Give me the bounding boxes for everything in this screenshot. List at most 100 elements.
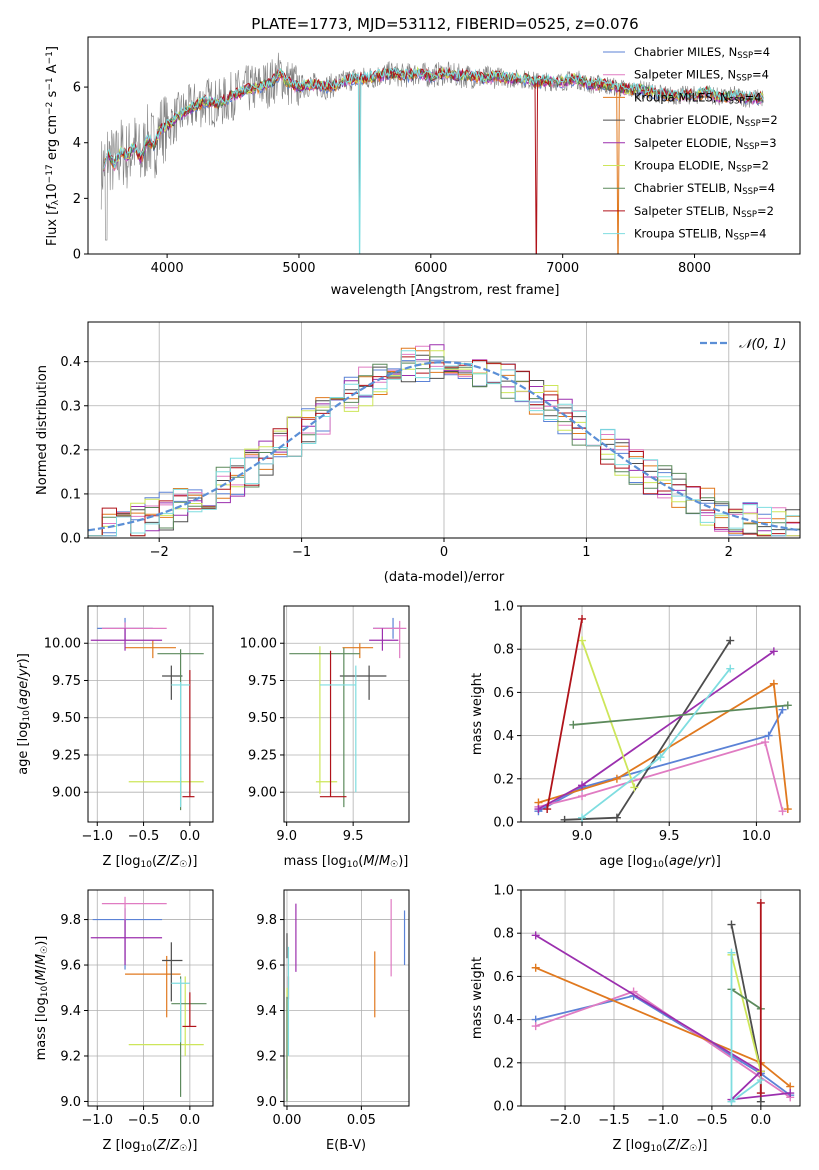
y-tick-label: 6 [73,81,81,96]
weight-series [731,988,762,1010]
mass-ebv-axes: 0.00 0.05 9.0 9.2 9.4 9.6 9.8 E(B-V) [256,889,410,1153]
y-tick-label: 0.1 [60,487,81,502]
error-bars [286,899,406,1102]
y-tick-label: 9.0 [60,1095,81,1110]
x-tick-label: 9.5 [659,829,680,844]
axes-border [283,605,410,823]
label-part: ( [152,1138,157,1153]
weight-series [581,668,731,819]
weight-marker [727,948,736,957]
label-part: M [34,969,49,980]
y-axis-label: age [log10(age/yr)] [16,653,32,775]
x-tick-label: −2.0 [549,1113,581,1128]
y-tick-label: 0.2 [493,772,514,787]
x-tick-label: −0.5 [128,1113,160,1128]
weight-marker [764,731,773,740]
label-part: )] [398,854,408,869]
axes-frame: −2.0 −1.5 −1.0 −0.5 0.0 0.0 0.2 0.4 0.6 0.8 1.0 [493,884,801,1128]
label-part: Flux [ [45,210,60,246]
weight-age-axes: 9.0 9.5 10.0 0.0 0.2 0.4 0.6 0.8 1.0 age [log10(a… [470,600,801,870]
residual-histogram [88,350,800,537]
weight-series [538,682,789,810]
label-part: Z [156,1138,167,1153]
normal-curve [88,360,800,532]
axes-frame: −1.0 −0.5 0.0 9.00 9.25 9.50 9.75 10.00 [44,605,214,844]
x-tick-label: 6000 [414,261,447,276]
label-part: ( [34,981,49,986]
legend-sub: SSP [745,119,761,129]
label-part: / [676,1138,681,1153]
weight-series [581,640,636,788]
x-tick-label: 2 [725,545,733,560]
legend-text: Kroupa STELIB, N [634,227,734,241]
x-tick-label: 0.00 [272,1113,301,1128]
legend-text: Chabrier ELODIE, N [634,113,745,127]
legend-entry: Chabrier MILES, NSSP=4 [634,45,770,61]
label-part: age [log [16,722,31,775]
weight-series [537,709,784,812]
y-tick-label: 9.4 [256,1004,277,1019]
weight-marker [560,815,569,822]
legend-sub: SSP [742,187,758,197]
label-part: age [16,681,31,705]
label-part: −1 [45,51,55,64]
axes-frame: 9.0 9.5 10.0 0.0 0.2 0.4 0.6 0.8 1.0 [493,600,801,844]
weight-series [537,650,775,810]
model-spectrum [103,67,764,254]
x-axis-label: wavelength [Angstrom, rest frame] [331,283,560,298]
legend-entry: Kroupa MILES, NSSP=4 [634,90,761,106]
y-tick-label: 9.00 [52,786,81,801]
legend-text: Kroupa ELODIE, N [634,159,736,173]
legend-text: Chabrier MILES, N [634,45,737,59]
label-part: age [log [599,854,652,869]
y-tick-label: 9.25 [248,748,277,763]
x-axis-label: Z [log10(Z/Z☉)] [103,854,198,870]
legend-entry: Salpeter ELODIE, NSSP=3 [634,136,777,152]
label-part: M [379,854,390,869]
x-tick-label: 9.5 [343,829,364,844]
legend-text: Salpeter STELIB, N [634,204,741,218]
weight-marker [531,963,540,972]
y-tick-label: 0.8 [493,927,514,942]
legend-text: Kroupa MILES, N [634,90,729,104]
x-tick-label: 9.0 [572,829,593,844]
label-part: ] [45,46,60,51]
label-part: / [16,676,31,681]
y-tick-label: 9.6 [60,959,81,974]
label-part: )] [697,1138,707,1153]
x-tick-label: −1.0 [81,829,113,844]
x-axis-label: Z [log10(Z/Z☉)] [613,1138,708,1154]
label-part: )] [187,854,197,869]
weight-marker [531,931,540,940]
y-tick-label: 0.4 [60,355,81,370]
y-tick-label: 0.8 [493,643,514,658]
weight-marker [783,701,792,710]
weight-marker [543,805,552,814]
weight-marker [727,920,736,929]
label-part: 10 [45,183,60,200]
axes-frame: 9.0 9.5 9.00 9.25 9.50 9.75 10.00 [240,605,410,844]
y-tick-label: 2 [73,192,81,207]
label-part: mass [log [34,997,49,1060]
label-part: Z [156,854,167,869]
weight-marker [534,805,543,814]
legend-sub: SSP [736,74,752,84]
weight-marker [578,792,587,801]
label-part: / [375,854,380,869]
charts-container: 4000 5000 6000 7000 8000 0 2 4 6 wavelength [Angs… [16,36,801,1154]
legend-tail: =4 [758,181,775,195]
label-part: ☉ [390,860,398,870]
legend-tail: =4 [744,90,761,104]
axes-border [87,889,214,1107]
label-part: ( [358,854,363,869]
weight-marker [612,813,621,822]
label-part: 10 [140,860,152,870]
weight-marker [630,783,639,792]
y-tick-label: 9.4 [60,1004,81,1019]
weight-series [730,954,762,1072]
legend-sub: SSP [734,233,750,243]
label-part: f [45,203,60,210]
axes-frame: 0.00 0.05 9.0 9.2 9.4 9.6 9.8 [256,889,410,1128]
